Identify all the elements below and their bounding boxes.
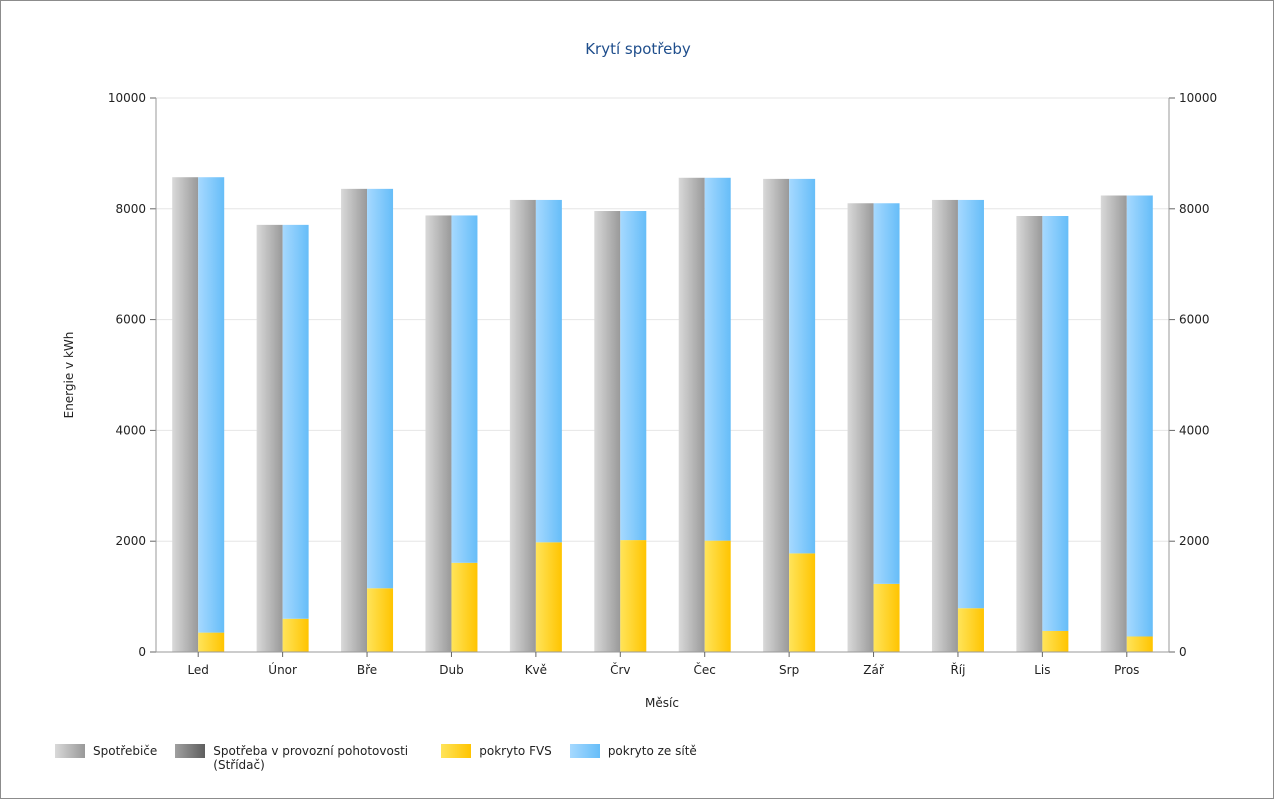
y-tick-label-left: 10000 <box>108 91 146 105</box>
x-tick-label: Zář <box>863 663 885 677</box>
x-axis-label: Měsíc <box>645 696 679 710</box>
bar-spot-ebi-e[interactable] <box>256 224 283 652</box>
bar-spot-ebi-e[interactable] <box>763 178 790 652</box>
bar-pokryto-fvs[interactable] <box>282 618 309 652</box>
bar-pokryto-fvs[interactable] <box>620 540 647 652</box>
bar-pokryto-ze-s-t-[interactable] <box>198 177 225 633</box>
x-tick-label: Dub <box>439 663 463 677</box>
bar-spot-ebi-e[interactable] <box>847 203 874 652</box>
y-tick-label-right: 0 <box>1179 645 1187 659</box>
y-tick-label-right: 6000 <box>1179 313 1210 327</box>
bar-pokryto-ze-s-t-[interactable] <box>1042 216 1069 631</box>
y-tick-label-left: 8000 <box>115 202 146 216</box>
consumption-coverage-chart: Krytí spotřeby Energie v kWh Měsíc 0 0 200… <box>62 40 1217 710</box>
x-tick-label: Led <box>187 663 208 677</box>
legend-label: pokryto FVS <box>479 744 552 758</box>
x-tick-label: Lis <box>1034 663 1050 677</box>
x-tick-label: Kvě <box>525 663 547 677</box>
bar-pokryto-ze-s-t-[interactable] <box>704 177 731 541</box>
bar-pokryto-ze-s-t-[interactable] <box>451 215 478 563</box>
y-tick-label-right: 2000 <box>1179 534 1210 548</box>
y-tick-label-right: 4000 <box>1179 423 1210 437</box>
bar-spot-ebi-e[interactable] <box>425 215 452 652</box>
bar-pokryto-ze-s-t-[interactable] <box>367 188 394 589</box>
bar-pokryto-fvs[interactable] <box>535 542 562 652</box>
y-tick-label-left: 2000 <box>115 534 146 548</box>
bar-pokryto-ze-s-t-[interactable] <box>957 199 984 609</box>
x-tick-label: Říj <box>950 662 965 677</box>
x-tick-label: Srp <box>779 663 799 677</box>
x-tick-label: Črv <box>610 662 630 677</box>
chart-title: Krytí spotřeby <box>585 40 691 58</box>
bar-spot-ebi-e[interactable] <box>1100 195 1127 652</box>
legend-item-pv-coverage[interactable]: pokryto FVS <box>441 744 552 758</box>
bar-pokryto-ze-s-t-[interactable] <box>789 178 816 554</box>
legend-label: pokryto ze sítě <box>607 744 697 758</box>
x-tick-label: Bře <box>357 663 377 677</box>
bar-pokryto-fvs[interactable] <box>367 588 394 652</box>
bar-pokryto-fvs[interactable] <box>1126 636 1153 652</box>
bar-spot-ebi-e[interactable] <box>594 211 621 653</box>
bar-pokryto-ze-s-t-[interactable] <box>535 199 562 543</box>
bar-pokryto-ze-s-t-[interactable] <box>620 211 647 541</box>
bar-pokryto-fvs[interactable] <box>957 608 984 652</box>
y-tick-label-right: 10000 <box>1179 91 1217 105</box>
bar-pokryto-fvs[interactable] <box>873 583 900 652</box>
bar-pokryto-fvs[interactable] <box>1042 630 1069 652</box>
bar-pokryto-fvs[interactable] <box>704 540 731 652</box>
chart-legend: Spotřebiče Spotřeba v provozní pohotovos… <box>55 744 715 772</box>
bar-spot-ebi-e[interactable] <box>341 188 368 652</box>
legend-item-spotrebice[interactable]: Spotřebiče <box>55 744 157 758</box>
gray-swatch-icon <box>55 744 85 758</box>
bar-pokryto-fvs[interactable] <box>789 553 816 652</box>
x-tick-label: Únor <box>268 662 297 677</box>
bar-spot-ebi-e[interactable] <box>172 177 199 653</box>
legend-label: Spotřebiče <box>93 744 158 758</box>
bar-spot-ebi-e[interactable] <box>509 199 536 652</box>
blue-swatch-icon <box>569 744 600 758</box>
y-tick-label-left: 0 <box>138 645 146 659</box>
y-tick-label-left: 4000 <box>115 423 146 437</box>
bar-pokryto-fvs[interactable] <box>451 562 478 652</box>
legend-item-grid-coverage[interactable]: pokryto ze sítě <box>569 744 697 758</box>
dark-gray-swatch-icon <box>175 744 206 758</box>
x-tick-label: Čec <box>694 662 716 677</box>
bar-spot-ebi-e[interactable] <box>678 177 705 652</box>
bar-pokryto-ze-s-t-[interactable] <box>1126 195 1153 637</box>
x-tick-label: Pros <box>1114 663 1139 677</box>
bar-pokryto-ze-s-t-[interactable] <box>873 203 900 584</box>
y-tick-label-left: 6000 <box>115 313 146 327</box>
bar-pokryto-fvs[interactable] <box>198 632 225 652</box>
yellow-swatch-icon <box>441 744 472 758</box>
y-axis-label: Energie v kWh <box>62 332 76 419</box>
bar-spot-ebi-e[interactable] <box>1016 216 1043 652</box>
legend-label: Spotřeba v provozní pohotovosti (Střídač… <box>213 744 409 772</box>
legend-item-standby[interactable]: Spotřeba v provozní pohotovosti (Střídač… <box>175 744 423 772</box>
bar-pokryto-ze-s-t-[interactable] <box>282 224 309 619</box>
bar-spot-ebi-e[interactable] <box>931 199 958 652</box>
y-tick-label-right: 8000 <box>1179 202 1210 216</box>
